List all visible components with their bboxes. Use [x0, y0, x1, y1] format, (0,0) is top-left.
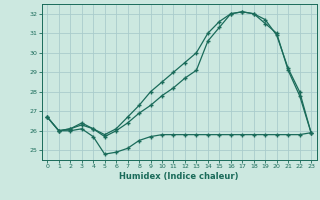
- X-axis label: Humidex (Indice chaleur): Humidex (Indice chaleur): [119, 172, 239, 181]
